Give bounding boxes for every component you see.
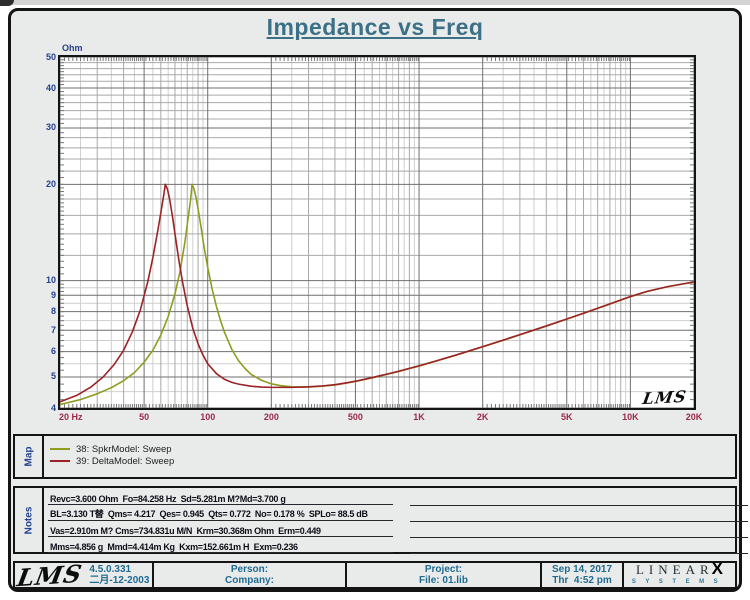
- x-tick-label: 200: [263, 412, 279, 422]
- y-tick-label: 10: [45, 275, 56, 286]
- y-tick-label: 9: [50, 289, 56, 300]
- x-tick-label: 500: [347, 412, 363, 422]
- legend-item: 39: DeltaModel: Sweep: [50, 455, 174, 467]
- map-panel-label: Map: [23, 446, 34, 467]
- y-tick-label: 7: [50, 324, 56, 335]
- footer-date-cell: Sep 14, 2017 Thr 4:52 pm: [542, 563, 622, 587]
- note-line: Vas=2.910m M? Cms=734.831u M/N Krm=30.36…: [48, 522, 393, 537]
- lms-logo: LMS: [14, 558, 85, 592]
- x-tick-label: 20 Hz: [59, 412, 83, 422]
- notes-panel-label: Notes: [23, 506, 35, 534]
- linearx-name: LINEAR: [635, 562, 714, 577]
- x-tick-label: 2K: [476, 412, 489, 422]
- y-tick-label: 6: [50, 346, 56, 357]
- print-date: Sep 14, 2017: [551, 564, 613, 575]
- window-edge-artifact: [0, 0, 750, 5]
- legend-swatch-line: [50, 460, 70, 462]
- lms-watermark: LMS: [641, 386, 689, 409]
- footer-person-cell: Person: Company:: [154, 563, 345, 587]
- plot-canvas: [60, 57, 694, 408]
- series-38-curve: [60, 183, 694, 406]
- series-39-curve: [60, 183, 694, 403]
- impedance-plot: LMS: [58, 55, 696, 410]
- y-tick-label: 20: [45, 178, 56, 189]
- footer-project-cell: Project: File: 01.lib: [347, 563, 540, 587]
- footer-divider: [345, 563, 347, 587]
- footer-version-cell: LMS 4.5.0.331 二月-12-2003: [14, 558, 152, 592]
- y-tick-label: 4: [50, 402, 56, 413]
- x-tick-label: 5K: [560, 412, 573, 422]
- linearx-x-icon: X: [711, 559, 723, 578]
- x-tick-label: 20K: [685, 412, 703, 422]
- y-tick-label: 8: [50, 306, 56, 317]
- note-blank-line: [410, 490, 748, 506]
- notes-area: Revc=3.600 Ohm Fo=84.258 Hz Sd=5.281m M?…: [44, 488, 748, 554]
- print-time: Thr 4:52 pm: [552, 575, 612, 586]
- linearx-systems-label: SYSTEMS: [631, 579, 728, 585]
- y-tick-label: 40: [45, 82, 56, 93]
- note-blank-line: [410, 522, 748, 538]
- footer-bar: LMS 4.5.0.331 二月-12-2003 Person: Company…: [13, 558, 737, 592]
- x-tick-label: 50: [139, 412, 150, 422]
- y-axis-unit-label: Ohm: [62, 43, 83, 53]
- y-tick-label: 30: [45, 122, 56, 133]
- legend-swatch-line: [50, 448, 70, 450]
- legend-area: 38: SpkrModel: Sweep 39: DeltaModel: Swee…: [44, 436, 735, 477]
- linearx-logo: LINEAR X SYSTEMS: [624, 559, 735, 587]
- note-line: Revc=3.600 Ohm Fo=84.258 Hz Sd=5.281m M?…: [48, 490, 393, 505]
- footer-divider: [152, 563, 154, 587]
- x-tick-label: 100: [200, 412, 216, 422]
- note-blank-line: [410, 506, 748, 522]
- legend-item: 38: SpkrModel: Sweep: [50, 443, 172, 455]
- note-blank-line: [410, 538, 748, 554]
- person-label: Person:: [230, 564, 269, 575]
- note-line: Mms=4.856 g Mmd=4.414m Kg Kxm=152.661m H…: [48, 538, 393, 553]
- note-line: BL=3.130 T替 Qms= 4.217 Qes= 0.945 Qts= 0…: [48, 506, 393, 521]
- x-tick-label: 10K: [622, 412, 639, 422]
- project-label: Project:: [424, 564, 463, 575]
- notes-panel-label-cell: Notes: [15, 488, 44, 552]
- notes-panel: Notes Revc=3.600 Ohm Fo=84.258 Hz Sd=5.2…: [13, 486, 748, 554]
- file-label: File: 01.lib: [419, 575, 468, 586]
- y-tick-label: 5: [50, 371, 56, 382]
- page-title: Impedance vs Freq: [266, 14, 484, 40]
- app-version: 4.5.0.331: [89, 564, 132, 575]
- map-panel: Map 38: SpkrModel: Sweep 39: DeltaModel: …: [13, 434, 737, 479]
- footer-divider: [622, 563, 624, 587]
- footer-divider: [540, 563, 542, 587]
- legend-item-label: 39: DeltaModel: Sweep: [76, 455, 175, 467]
- legend-item-label: 38: SpkrModel: Sweep: [76, 443, 172, 455]
- build-date: 二月-12-2003: [89, 575, 150, 586]
- company-label: Company:: [225, 575, 274, 586]
- map-panel-label-cell: Map: [15, 436, 44, 477]
- y-tick-label: 50: [45, 51, 56, 62]
- x-tick-label: 1K: [413, 412, 425, 422]
- window-corner-artifact: [0, 0, 14, 6]
